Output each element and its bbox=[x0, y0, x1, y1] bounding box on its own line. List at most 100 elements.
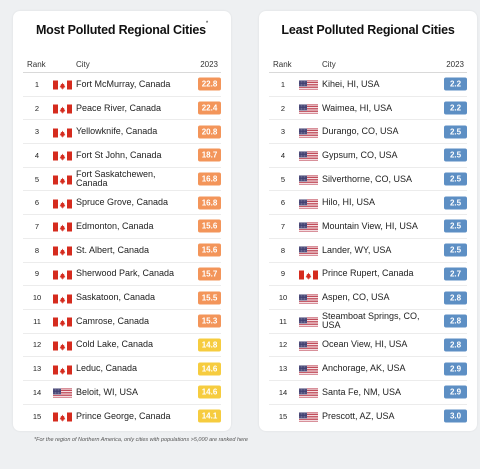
table-row: 15 Prince George, Canada 14.1 bbox=[23, 405, 221, 429]
rank-cell: 4 bbox=[280, 150, 286, 160]
city-cell: Waimea, HI, USA bbox=[322, 102, 393, 113]
canada-flag-icon bbox=[53, 292, 72, 304]
rank-cell: 14 bbox=[32, 387, 42, 397]
pm25-value-badge: 15.3 bbox=[198, 314, 221, 328]
rank-cell: 7 bbox=[34, 221, 40, 231]
most-polluted-title: Most Polluted Regional Cities* bbox=[35, 21, 209, 37]
rank-cell: 4 bbox=[34, 150, 40, 160]
usa-flag-icon bbox=[299, 103, 318, 114]
table-row: 6 Spruce Grove, Canada 16.8 bbox=[23, 191, 221, 216]
table-row: 2 Peace River, Canada 22.4 bbox=[23, 97, 221, 121]
city-cell: Steamboat Springs, CO, USA bbox=[322, 311, 420, 331]
rank-cell: 13 bbox=[32, 364, 42, 374]
footnote-marker: * bbox=[205, 21, 209, 27]
canada-flag-icon bbox=[299, 268, 318, 280]
rank-cell: 2 bbox=[34, 103, 40, 113]
table-row: 5 Fort Saskatchewen, Canada 16.8 bbox=[23, 168, 221, 192]
canada-flag-icon bbox=[53, 316, 72, 327]
usa-flag-icon bbox=[299, 411, 318, 422]
table-row: 8 Lander, WY, USA 2.5 bbox=[269, 239, 467, 263]
table-row: 9 Sherwood Park, Canada 15.7 bbox=[23, 263, 221, 287]
city-header: City bbox=[322, 60, 336, 69]
usa-flag-icon bbox=[299, 174, 318, 185]
usa-flag-icon bbox=[53, 387, 72, 398]
canada-flag-icon bbox=[53, 363, 72, 375]
rank-cell: 5 bbox=[280, 174, 286, 184]
rank-cell: 1 bbox=[280, 79, 286, 89]
pm25-value-badge: 2.5 bbox=[444, 172, 467, 186]
pm25-value-badge: 2.8 bbox=[444, 291, 467, 305]
rank-cell: 12 bbox=[32, 340, 42, 350]
rank-cell: 8 bbox=[34, 245, 40, 255]
rank-cell: 13 bbox=[278, 364, 288, 374]
city-cell: Mountain View, HI, USA bbox=[322, 220, 418, 231]
pm25-value-badge: 22.8 bbox=[198, 77, 221, 91]
city-header: City bbox=[76, 60, 90, 69]
table-row: 5 Silverthorne, CO, USA 2.5 bbox=[269, 168, 467, 192]
rank-cell: 11 bbox=[279, 316, 287, 326]
table-row: 7 Edmonton, Canada 15.6 bbox=[23, 215, 221, 239]
rank-cell: 6 bbox=[280, 198, 286, 208]
year-header: 2023 bbox=[446, 60, 464, 69]
table-row: 8 St. Albert, Canada 15.6 bbox=[23, 239, 221, 263]
rank-cell: 14 bbox=[278, 387, 288, 397]
usa-flag-icon bbox=[299, 363, 318, 375]
city-cell: Hilo, HI, USA bbox=[322, 197, 376, 208]
table-row: 12 Ocean View, HI, USA 2.8 bbox=[269, 334, 467, 358]
city-cell: Prince Rupert, Canada bbox=[322, 268, 414, 279]
canada-flag-icon bbox=[53, 339, 72, 351]
table-row: 14 Santa Fe, NM, USA 2.9 bbox=[269, 381, 467, 405]
usa-flag-icon bbox=[299, 221, 318, 232]
city-cell: Aspen, CO, USA bbox=[322, 292, 390, 303]
rank-cell: 3 bbox=[34, 127, 40, 137]
city-cell: Fort Saskatchewen, Canada bbox=[76, 169, 156, 189]
year-header: 2023 bbox=[200, 60, 218, 69]
table-row: 14 Beloit, WI, USA 14.6 bbox=[23, 381, 221, 405]
usa-flag-icon bbox=[299, 150, 318, 161]
pm25-value-badge: 14.6 bbox=[198, 385, 221, 399]
table-row: 3 Durango, CO, USA 2.5 bbox=[269, 120, 467, 145]
city-cell: Lander, WY, USA bbox=[322, 244, 392, 255]
table-header: Rank City 2023 bbox=[259, 60, 477, 72]
city-cell: Beloit, WI, USA bbox=[76, 386, 139, 397]
city-cell: Sherwood Park, Canada bbox=[76, 268, 175, 279]
city-cell: Prescott, AZ, USA bbox=[322, 410, 395, 421]
pm25-value-badge: 2.9 bbox=[444, 362, 467, 376]
usa-flag-icon bbox=[299, 79, 318, 90]
city-cell: Fort McMurray, Canada bbox=[76, 78, 171, 89]
city-cell: Gypsum, CO, USA bbox=[322, 149, 398, 160]
canada-flag-icon bbox=[53, 126, 72, 138]
pm25-value-badge: 14.8 bbox=[198, 338, 221, 352]
city-cell: Spruce Grove, Canada bbox=[76, 197, 169, 208]
table-row: 15 Prescott, AZ, USA 3.0 bbox=[269, 405, 467, 429]
rank-header: Rank bbox=[27, 60, 46, 69]
city-cell: Durango, CO, USA bbox=[322, 126, 399, 137]
rank-cell: 12 bbox=[278, 340, 288, 350]
table-row: 13 Leduc, Canada 14.6 bbox=[23, 357, 221, 381]
table-row: 11 Camrose, Canada 15.3 bbox=[23, 310, 221, 334]
city-cell: Saskatoon, Canada bbox=[76, 292, 156, 303]
pm25-value-badge: 22.4 bbox=[198, 101, 221, 115]
pm25-value-badge: 2.5 bbox=[444, 219, 467, 233]
header-divider bbox=[23, 72, 221, 73]
pm25-value-badge: 16.8 bbox=[198, 172, 221, 186]
canada-flag-icon bbox=[53, 197, 72, 209]
least-polluted-card: Least Polluted Regional Cities Rank City… bbox=[259, 11, 477, 431]
table-row: 2 Waimea, HI, USA 2.2 bbox=[269, 97, 467, 121]
pm25-value-badge: 18.7 bbox=[198, 148, 221, 162]
table-row: 9 Prince Rupert, Canada 2.7 bbox=[269, 263, 467, 287]
table-row: 1 Fort McMurray, Canada 22.8 bbox=[23, 73, 221, 97]
pm25-value-badge: 3.0 bbox=[444, 409, 467, 423]
pm25-value-badge: 15.6 bbox=[198, 219, 221, 233]
table-row: 10 Saskatoon, Canada 15.5 bbox=[23, 286, 221, 310]
canada-flag-icon bbox=[53, 174, 72, 185]
pm25-value-badge: 2.2 bbox=[444, 77, 467, 91]
usa-flag-icon bbox=[299, 245, 318, 256]
footnote: *For the region of Northern America, onl… bbox=[34, 437, 248, 443]
pm25-value-badge: 15.7 bbox=[198, 267, 221, 281]
rank-cell: 6 bbox=[34, 198, 40, 208]
pm25-value-badge: 15.5 bbox=[198, 291, 221, 305]
table-row: 13 Anchorage, AK, USA 2.9 bbox=[269, 357, 467, 381]
pm25-value-badge: 2.9 bbox=[444, 385, 467, 399]
city-cell: Prince George, Canada bbox=[76, 410, 171, 421]
